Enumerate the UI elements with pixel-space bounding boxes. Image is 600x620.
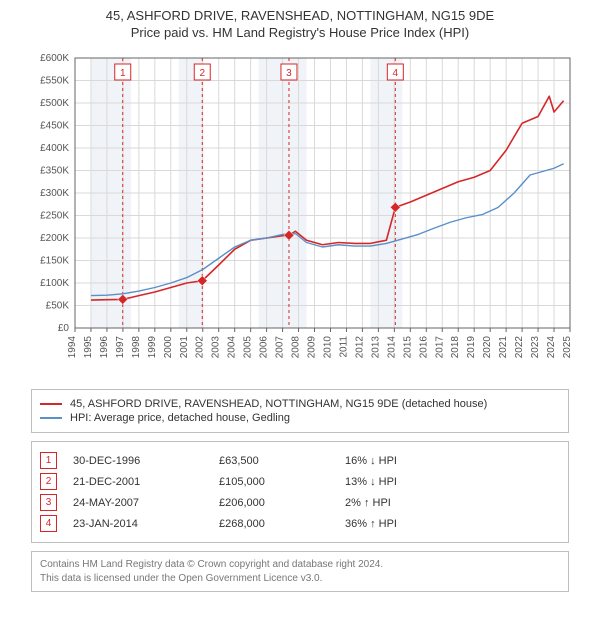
event-price: £63,500 [219, 455, 329, 467]
legend-swatch [40, 417, 62, 419]
svg-text:2007: 2007 [275, 336, 286, 359]
svg-text:£100K: £100K [40, 278, 69, 289]
event-diff: 13% ↓ HPI [345, 476, 455, 488]
svg-text:£550K: £550K [40, 76, 69, 87]
license-line: This data is licensed under the Open Gov… [40, 572, 560, 586]
svg-text:2022: 2022 [514, 336, 525, 359]
svg-text:2006: 2006 [259, 336, 270, 359]
svg-text:1996: 1996 [99, 336, 110, 359]
event-diff: 16% ↓ HPI [345, 455, 455, 467]
svg-text:£600K: £600K [40, 53, 69, 64]
svg-text:2002: 2002 [195, 336, 206, 359]
page-title-line1: 45, ASHFORD DRIVE, RAVENSHEAD, NOTTINGHA… [10, 8, 590, 23]
legend-label: 45, ASHFORD DRIVE, RAVENSHEAD, NOTTINGHA… [70, 398, 487, 410]
svg-text:1997: 1997 [115, 336, 126, 359]
svg-text:£450K: £450K [40, 121, 69, 132]
svg-text:2004: 2004 [227, 336, 238, 359]
svg-text:£0: £0 [58, 323, 70, 334]
event-price: £105,000 [219, 476, 329, 488]
event-row: 4 23-JAN-2014 £268,000 36% ↑ HPI [40, 515, 560, 532]
event-row: 1 30-DEC-1996 £63,500 16% ↓ HPI [40, 452, 560, 469]
svg-text:2023: 2023 [530, 336, 541, 359]
svg-text:£300K: £300K [40, 188, 69, 199]
svg-text:1998: 1998 [131, 336, 142, 359]
legend: 45, ASHFORD DRIVE, RAVENSHEAD, NOTTINGHA… [31, 389, 569, 433]
svg-text:£150K: £150K [40, 256, 69, 267]
svg-text:2005: 2005 [243, 336, 254, 359]
svg-text:1999: 1999 [147, 336, 158, 359]
svg-text:2: 2 [199, 68, 205, 79]
event-marker-icon: 3 [40, 494, 57, 511]
svg-text:£350K: £350K [40, 166, 69, 177]
svg-text:2013: 2013 [370, 336, 381, 359]
legend-item-hpi: HPI: Average price, detached house, Gedl… [40, 412, 560, 424]
price-chart: £0 £50K £100K £150K £200K £250K £300K £350K £400… [20, 48, 580, 381]
page-title-line2: Price paid vs. HM Land Registry's House … [10, 25, 590, 40]
svg-text:2016: 2016 [418, 336, 429, 359]
license-line: Contains HM Land Registry data © Crown c… [40, 558, 560, 572]
event-date: 23-JAN-2014 [73, 518, 203, 530]
event-row: 2 21-DEC-2001 £105,000 13% ↓ HPI [40, 473, 560, 490]
svg-text:£200K: £200K [40, 233, 69, 244]
svg-text:1: 1 [120, 68, 126, 79]
svg-text:2018: 2018 [450, 336, 461, 359]
svg-text:2014: 2014 [386, 336, 397, 359]
event-row: 3 24-MAY-2007 £206,000 2% ↑ HPI [40, 494, 560, 511]
legend-swatch [40, 403, 62, 405]
event-date: 24-MAY-2007 [73, 497, 203, 509]
event-marker-icon: 2 [40, 473, 57, 490]
svg-text:2009: 2009 [307, 336, 318, 359]
svg-text:2003: 2003 [211, 336, 222, 359]
svg-text:£400K: £400K [40, 143, 69, 154]
svg-text:2015: 2015 [402, 336, 413, 359]
svg-text:1995: 1995 [83, 336, 94, 359]
svg-text:2012: 2012 [354, 336, 365, 359]
event-date: 30-DEC-1996 [73, 455, 203, 467]
event-diff: 2% ↑ HPI [345, 497, 455, 509]
svg-text:2017: 2017 [434, 336, 445, 359]
svg-text:£500K: £500K [40, 98, 69, 109]
svg-text:4: 4 [393, 68, 399, 79]
svg-text:2019: 2019 [466, 336, 477, 359]
svg-text:2011: 2011 [338, 336, 349, 358]
svg-text:1994: 1994 [67, 336, 78, 359]
legend-label: HPI: Average price, detached house, Gedl… [70, 412, 290, 424]
svg-text:2021: 2021 [498, 336, 509, 359]
event-marker-icon: 4 [40, 515, 57, 532]
event-marker-icon: 1 [40, 452, 57, 469]
svg-text:2001: 2001 [179, 336, 190, 359]
svg-text:2020: 2020 [482, 336, 493, 359]
svg-text:2000: 2000 [163, 336, 174, 359]
license-text: Contains HM Land Registry data © Crown c… [31, 551, 569, 592]
svg-text:2008: 2008 [291, 336, 302, 359]
svg-text:3: 3 [286, 68, 292, 79]
event-price: £268,000 [219, 518, 329, 530]
svg-text:2025: 2025 [562, 336, 573, 359]
event-price: £206,000 [219, 497, 329, 509]
event-diff: 36% ↑ HPI [345, 518, 455, 530]
event-date: 21-DEC-2001 [73, 476, 203, 488]
svg-text:£250K: £250K [40, 211, 69, 222]
svg-text:2024: 2024 [546, 336, 557, 359]
svg-text:2010: 2010 [322, 336, 333, 359]
legend-item-property: 45, ASHFORD DRIVE, RAVENSHEAD, NOTTINGHA… [40, 398, 560, 410]
events-table: 1 30-DEC-1996 £63,500 16% ↓ HPI 2 21-DEC… [31, 441, 569, 543]
svg-text:£50K: £50K [46, 301, 70, 312]
